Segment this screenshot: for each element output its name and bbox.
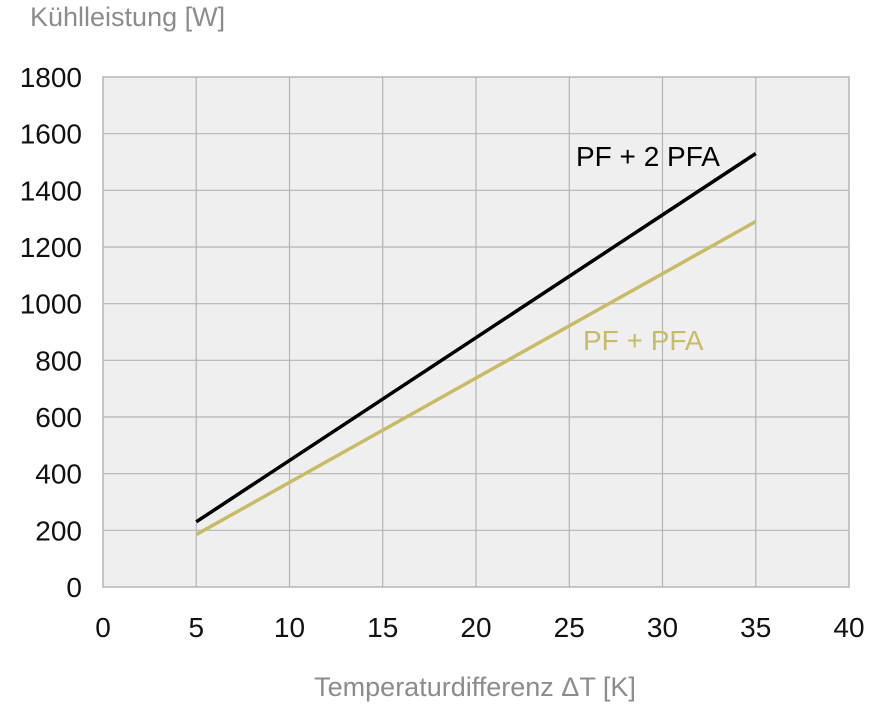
x-tick-label: 15 bbox=[367, 612, 398, 643]
y-tick-label: 1400 bbox=[20, 175, 82, 206]
y-tick-labels: 0 200 400 600 800 1000 1200 1400 1600 1800 bbox=[20, 62, 82, 603]
x-tick-label: 25 bbox=[554, 612, 585, 643]
series-label-1: PF + PFA bbox=[583, 325, 704, 356]
x-tick-labels: 0 5 10 15 20 25 30 35 40 bbox=[95, 612, 864, 643]
grid bbox=[102, 76, 850, 588]
series-line-0 bbox=[195, 152, 757, 524]
y-tick-label: 200 bbox=[35, 515, 82, 546]
y-tick-label: 1600 bbox=[20, 119, 82, 150]
x-tick-label: 35 bbox=[740, 612, 771, 643]
y-tick-label: 1000 bbox=[20, 289, 82, 320]
series-lines bbox=[195, 152, 757, 537]
x-tick-label: 5 bbox=[188, 612, 204, 643]
y-tick-label: 600 bbox=[35, 402, 82, 433]
x-tick-label: 0 bbox=[95, 612, 111, 643]
x-axis-title: Temperaturdifferenz ΔT [K] bbox=[314, 672, 636, 702]
y-tick-label: 1800 bbox=[20, 62, 82, 93]
series-labels: PF + 2 PFA PF + PFA bbox=[576, 141, 720, 356]
series-line-1 bbox=[195, 219, 757, 537]
y-tick-label: 0 bbox=[66, 572, 82, 603]
y-tick-label: 800 bbox=[35, 345, 82, 376]
x-tick-label: 30 bbox=[647, 612, 678, 643]
x-tick-label: 10 bbox=[274, 612, 305, 643]
y-tick-label: 1200 bbox=[20, 232, 82, 263]
y-tick-label: 400 bbox=[35, 459, 82, 490]
y-axis-title: Kühlleistung [W] bbox=[30, 2, 226, 32]
x-tick-label: 20 bbox=[460, 612, 491, 643]
x-tick-label: 40 bbox=[833, 612, 864, 643]
series-label-0: PF + 2 PFA bbox=[576, 141, 720, 172]
